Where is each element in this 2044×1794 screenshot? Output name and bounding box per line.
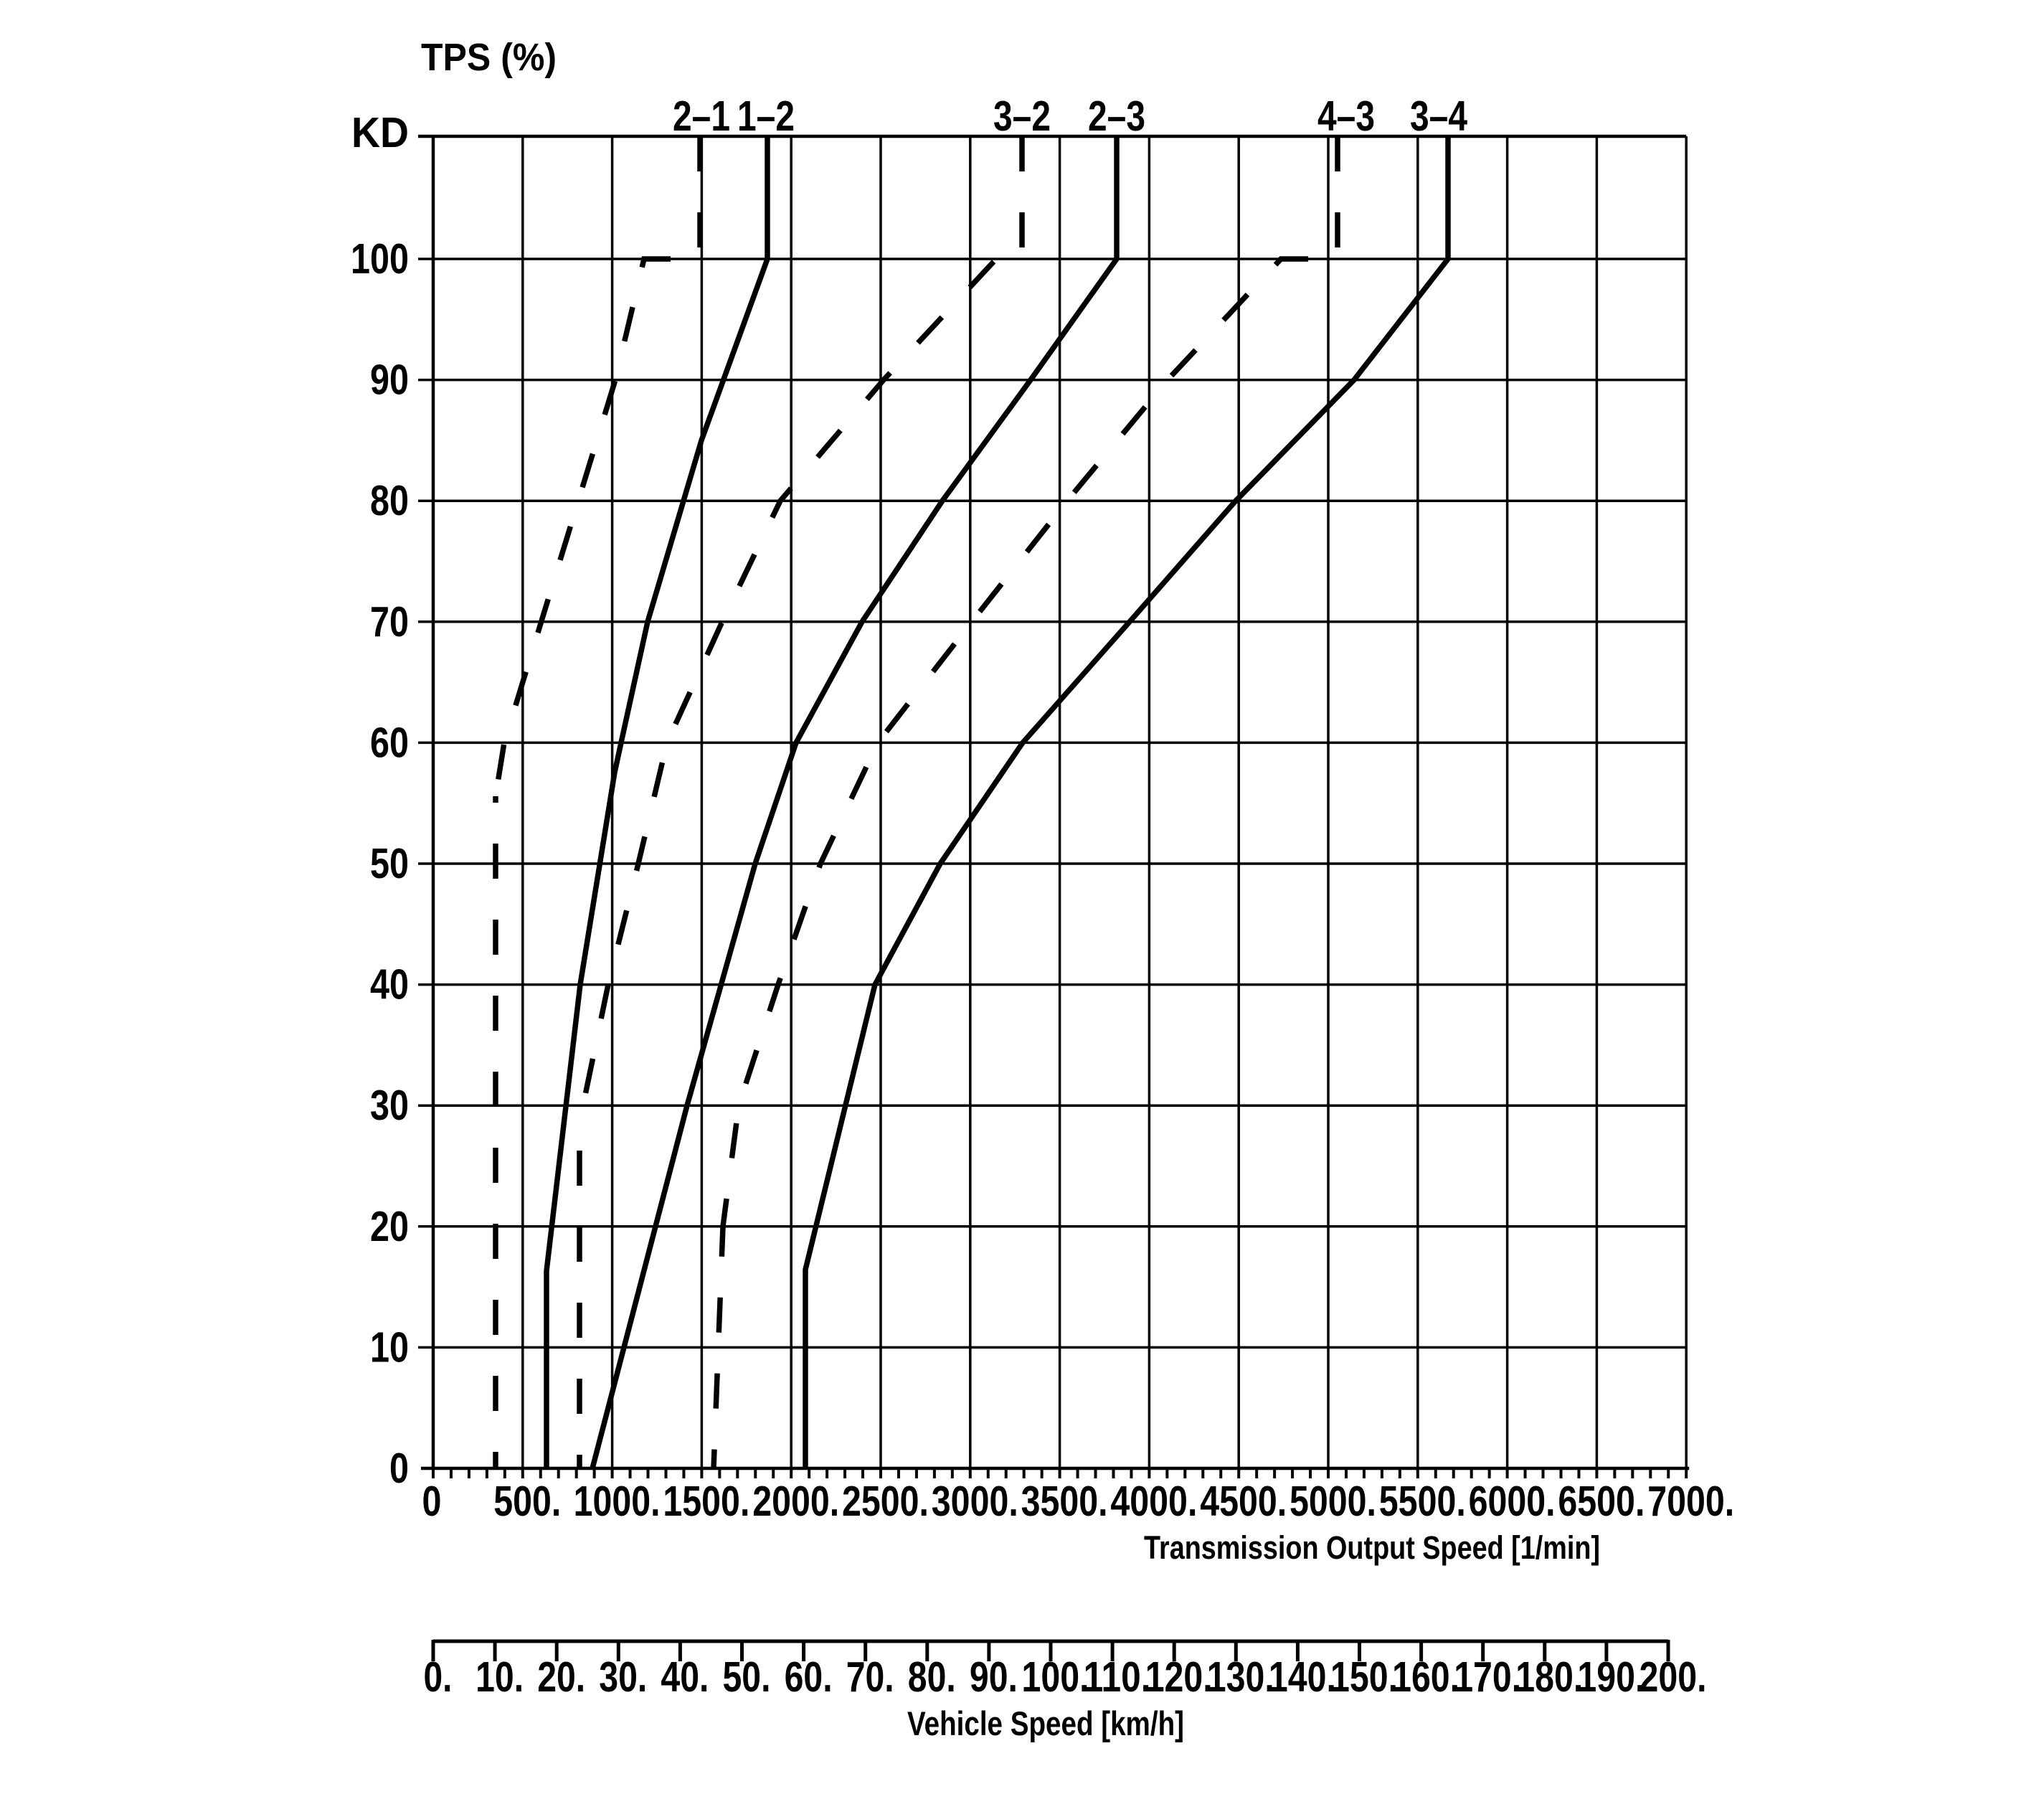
svg-text:140.: 140.	[1269, 1653, 1336, 1701]
svg-text:150.: 150.	[1330, 1653, 1398, 1701]
svg-text:1000.: 1000.	[574, 1478, 661, 1525]
svg-text:160.: 160.	[1392, 1653, 1459, 1701]
svg-text:2500.: 2500.	[842, 1478, 929, 1525]
svg-text:110.: 110.	[1084, 1653, 1151, 1701]
svg-text:120.: 120.	[1145, 1653, 1213, 1701]
svg-text:4500.: 4500.	[1200, 1478, 1287, 1525]
svg-text:2–1: 2–1	[673, 93, 730, 140]
svg-text:5500.: 5500.	[1379, 1478, 1466, 1525]
svg-text:80: 80	[370, 477, 409, 524]
svg-text:100: 100	[351, 235, 409, 283]
svg-text:90: 90	[370, 357, 409, 404]
svg-text:3–2: 3–2	[993, 93, 1051, 140]
svg-text:KD: KD	[351, 109, 409, 156]
svg-text:50.: 50.	[723, 1653, 771, 1701]
svg-text:10.: 10.	[475, 1653, 524, 1701]
svg-text:20.: 20.	[537, 1653, 585, 1701]
svg-text:0: 0	[422, 1478, 442, 1525]
svg-text:200.: 200.	[1640, 1653, 1707, 1701]
svg-text:0: 0	[389, 1445, 409, 1492]
svg-text:50: 50	[370, 840, 409, 887]
svg-text:70: 70	[370, 598, 409, 646]
svg-text:90.: 90.	[970, 1653, 1018, 1701]
svg-text:130.: 130.	[1207, 1653, 1274, 1701]
svg-text:60.: 60.	[785, 1653, 833, 1701]
svg-text:Transmission Output Speed [1/m: Transmission Output Speed [1/min]	[1144, 1529, 1600, 1566]
svg-text:40: 40	[370, 961, 409, 1009]
svg-text:TPS (%): TPS (%)	[421, 36, 557, 79]
svg-text:40.: 40.	[661, 1653, 709, 1701]
svg-text:3500.: 3500.	[1021, 1478, 1108, 1525]
svg-text:500.: 500.	[493, 1478, 561, 1525]
svg-text:80.: 80.	[908, 1653, 956, 1701]
svg-text:60: 60	[370, 719, 409, 766]
svg-text:2–3: 2–3	[1088, 93, 1145, 140]
svg-text:0.: 0.	[424, 1653, 453, 1701]
svg-text:4000.: 4000.	[1110, 1478, 1197, 1525]
svg-text:Vehicle Speed [km/h]: Vehicle Speed [km/h]	[907, 1704, 1184, 1742]
svg-text:30.: 30.	[599, 1653, 647, 1701]
svg-text:7000.: 7000.	[1647, 1478, 1734, 1525]
svg-text:4–3: 4–3	[1317, 93, 1375, 140]
svg-text:2000.: 2000.	[752, 1478, 839, 1525]
svg-text:190.: 190.	[1577, 1653, 1645, 1701]
svg-text:3000.: 3000.	[932, 1478, 1018, 1525]
svg-text:170.: 170.	[1454, 1653, 1521, 1701]
svg-text:6500.: 6500.	[1558, 1478, 1645, 1525]
svg-text:10: 10	[370, 1323, 409, 1371]
svg-text:70.: 70.	[846, 1653, 894, 1701]
svg-text:100.: 100.	[1022, 1653, 1089, 1701]
svg-text:6000.: 6000.	[1469, 1478, 1556, 1525]
svg-text:20: 20	[370, 1203, 409, 1250]
svg-text:1500.: 1500.	[663, 1478, 749, 1525]
svg-text:5000.: 5000.	[1290, 1478, 1376, 1525]
svg-text:180.: 180.	[1515, 1653, 1583, 1701]
svg-text:3–4: 3–4	[1410, 93, 1467, 140]
svg-text:30: 30	[370, 1082, 409, 1129]
svg-text:1–2: 1–2	[737, 93, 795, 140]
